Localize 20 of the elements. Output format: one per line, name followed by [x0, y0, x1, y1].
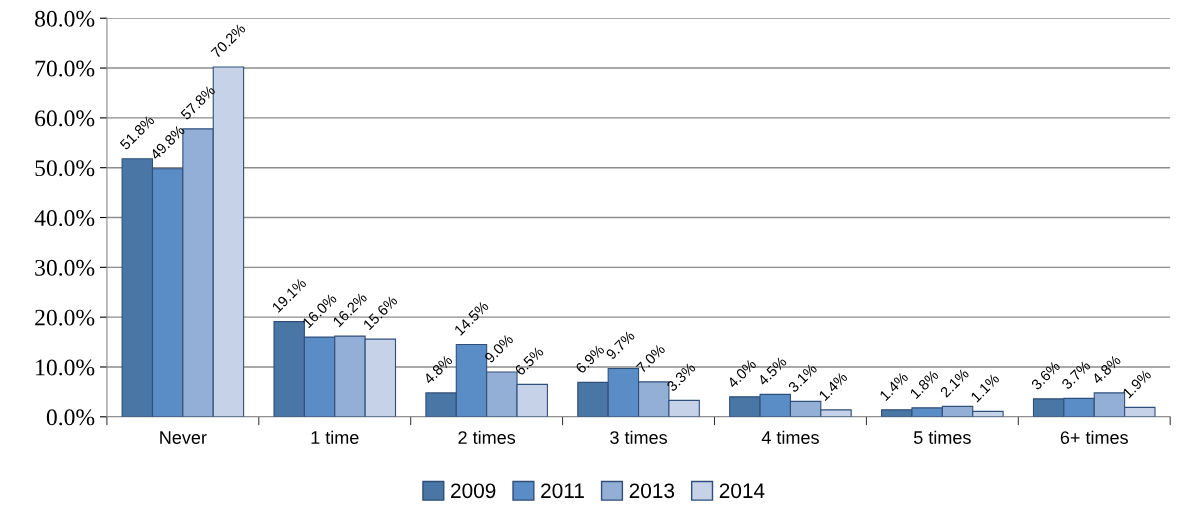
legend-label: 2011 — [541, 483, 584, 499]
x-tick-label: Never — [160, 431, 207, 444]
y-tick-label: 0.0% — [46, 409, 95, 426]
y-tick-label: 40.0% — [34, 210, 95, 227]
y-tick-label: 30.0% — [35, 259, 95, 276]
legend-label: 2009 — [451, 483, 496, 499]
x-tick-label: 4 times — [761, 430, 819, 444]
y-tick-label: 50.0% — [35, 160, 95, 177]
x-tick-label: 3 times — [610, 430, 667, 444]
x-tick-label: 1 time — [311, 430, 359, 444]
x-tick-label: 2 times — [458, 430, 516, 444]
y-tick-label: 60.0% — [35, 110, 95, 127]
y-tick-label: 20.0% — [35, 309, 95, 326]
y-tick-label: 10.0% — [36, 359, 95, 376]
legend-label: 2013 — [629, 483, 675, 499]
legend-label: 2014 — [719, 483, 765, 499]
x-tick-label: 6+ times — [1060, 430, 1128, 444]
y-tick-label: 80.0% — [35, 10, 95, 27]
x-tick-label: 5 times — [913, 430, 971, 444]
y-tick-label: 70.0% — [35, 60, 95, 77]
